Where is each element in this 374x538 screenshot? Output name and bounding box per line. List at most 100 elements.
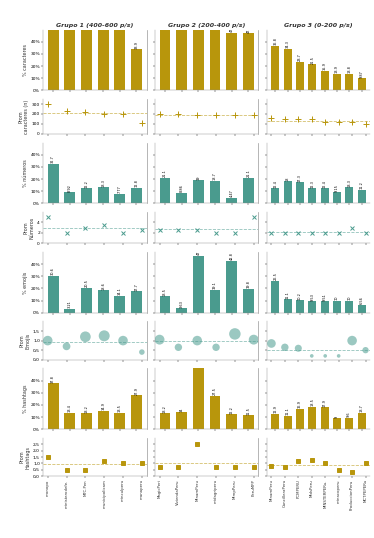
Text: 17.9: 17.9 xyxy=(323,399,327,407)
Bar xyxy=(98,0,108,90)
Point xyxy=(349,336,355,345)
Bar xyxy=(345,187,353,203)
Text: 12.3: 12.3 xyxy=(310,180,314,188)
Bar xyxy=(176,412,187,429)
Point xyxy=(251,335,257,344)
Bar xyxy=(64,413,75,429)
Bar xyxy=(193,349,204,429)
Bar xyxy=(345,74,353,90)
Point xyxy=(213,343,219,352)
Bar xyxy=(176,6,187,90)
Text: 8.86: 8.86 xyxy=(180,184,184,192)
Bar xyxy=(48,275,59,313)
Bar xyxy=(131,49,142,90)
Bar xyxy=(131,291,142,313)
Text: 13.5: 13.5 xyxy=(118,405,122,412)
Text: 10: 10 xyxy=(347,295,351,300)
Bar xyxy=(321,188,329,203)
Bar xyxy=(333,192,341,203)
Bar xyxy=(321,407,329,429)
Point xyxy=(232,330,238,338)
Point xyxy=(175,343,181,352)
Text: 9.51: 9.51 xyxy=(323,293,327,301)
Bar xyxy=(358,413,365,429)
Text: 19: 19 xyxy=(196,175,200,180)
Text: 10.2: 10.2 xyxy=(298,292,302,300)
Bar xyxy=(226,198,237,203)
Text: 4.47: 4.47 xyxy=(230,189,234,197)
Text: 14: 14 xyxy=(180,407,184,412)
Text: 13.7: 13.7 xyxy=(359,404,364,412)
Bar xyxy=(296,409,304,429)
Bar xyxy=(345,301,353,313)
Bar xyxy=(176,308,187,313)
Bar xyxy=(243,33,254,90)
Bar xyxy=(81,188,92,203)
Point xyxy=(101,331,107,340)
Title: Grupo 2 (200-400 p/s): Grupo 2 (200-400 p/s) xyxy=(168,23,245,28)
Bar xyxy=(209,289,220,313)
Text: 3.21: 3.21 xyxy=(68,300,72,308)
Text: 65.8: 65.8 xyxy=(196,341,200,349)
Y-axis label: % emojis: % emojis xyxy=(22,271,28,294)
Bar xyxy=(64,193,75,203)
Text: 13.9: 13.9 xyxy=(335,65,339,73)
Text: 18.6: 18.6 xyxy=(101,282,105,289)
Y-axis label: Prom
Números: Prom Números xyxy=(24,216,34,239)
Text: 13.5: 13.5 xyxy=(163,288,167,296)
Point xyxy=(157,335,163,344)
Bar xyxy=(272,188,279,203)
Bar xyxy=(193,9,204,90)
Text: 12.8: 12.8 xyxy=(134,179,138,187)
Text: 13.4: 13.4 xyxy=(68,405,72,412)
Text: 13.3: 13.3 xyxy=(101,179,105,187)
Point xyxy=(335,352,341,360)
Y-axis label: % hashtags: % hashtags xyxy=(22,385,28,413)
Bar xyxy=(98,187,108,203)
Bar xyxy=(160,296,171,313)
Text: 11.1: 11.1 xyxy=(286,291,290,299)
Text: 15.9: 15.9 xyxy=(323,62,327,70)
Point xyxy=(120,336,126,345)
Text: 17.3: 17.3 xyxy=(298,174,302,182)
Point xyxy=(362,346,368,355)
Bar xyxy=(243,289,254,313)
Bar xyxy=(226,33,237,90)
Text: 16.9: 16.9 xyxy=(298,400,302,408)
Bar xyxy=(48,383,59,429)
Bar xyxy=(114,296,125,313)
Bar xyxy=(226,261,237,313)
Bar xyxy=(321,301,329,313)
Text: 12.2: 12.2 xyxy=(85,180,89,188)
Text: 27.9: 27.9 xyxy=(134,387,138,395)
Bar xyxy=(81,288,92,313)
Text: 14.9: 14.9 xyxy=(101,402,105,410)
Text: 37.8: 37.8 xyxy=(51,375,55,383)
Text: 27.5: 27.5 xyxy=(213,387,217,395)
Bar xyxy=(308,65,316,90)
Text: 12.9: 12.9 xyxy=(273,405,278,413)
Bar xyxy=(284,416,292,429)
Bar xyxy=(131,395,142,429)
Bar xyxy=(308,301,316,313)
Point xyxy=(64,342,70,351)
Bar xyxy=(243,178,254,203)
Text: 9.6: 9.6 xyxy=(347,412,351,417)
Text: 9.15: 9.15 xyxy=(335,184,339,192)
Bar xyxy=(272,414,279,429)
Bar xyxy=(243,415,254,429)
Bar xyxy=(358,190,365,203)
Bar xyxy=(114,0,125,90)
Bar xyxy=(98,411,108,429)
Y-axis label: Prom
Emojis: Prom Emojis xyxy=(19,332,30,349)
Text: 69.3: 69.3 xyxy=(180,0,184,5)
Bar xyxy=(296,182,304,203)
Text: 47.1: 47.1 xyxy=(246,25,250,32)
Point xyxy=(194,336,200,345)
Title: Grupo 3 (0-200 p/s): Grupo 3 (0-200 p/s) xyxy=(284,23,353,28)
Bar xyxy=(333,74,341,90)
Text: 9.87: 9.87 xyxy=(359,70,364,78)
Y-axis label: % números: % números xyxy=(22,159,28,187)
Bar xyxy=(358,305,365,313)
Text: 11.5: 11.5 xyxy=(246,407,250,415)
